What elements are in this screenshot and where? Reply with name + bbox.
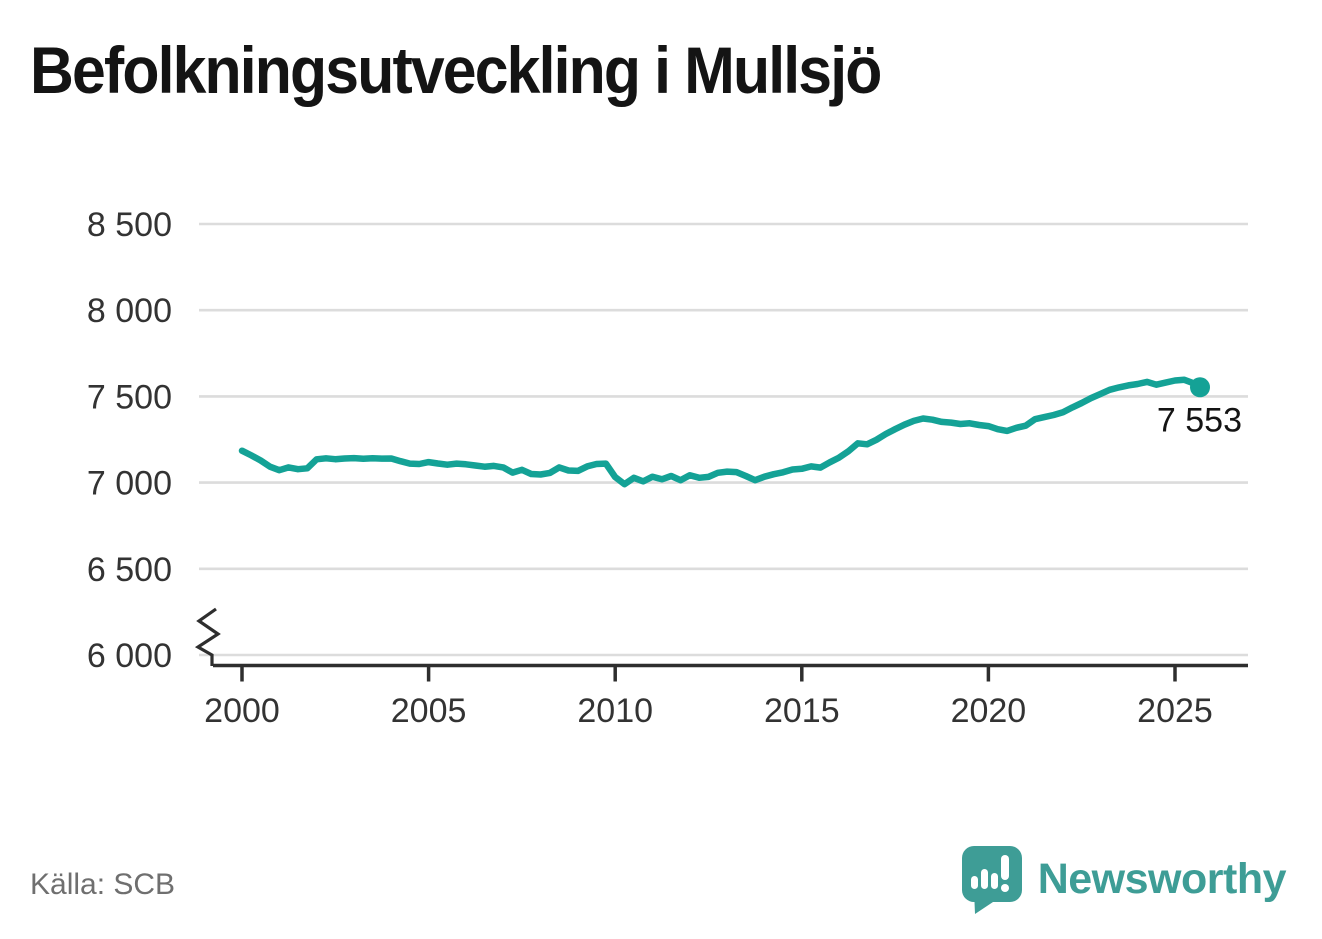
page-title: Befolkningsutveckling i Mullsjö xyxy=(30,33,882,107)
axis-break-icon xyxy=(194,607,221,666)
y-tick-label: 7 500 xyxy=(87,378,172,416)
population-line xyxy=(238,376,1204,488)
y-tick-label: 8 000 xyxy=(87,292,172,330)
x-tick-label: 2010 xyxy=(577,692,653,730)
x-tick-label: 2005 xyxy=(391,692,467,730)
bar-2 xyxy=(980,869,988,889)
newsworthy-wordmark: Newsworthy xyxy=(1037,854,1287,903)
y-tick-label: 6 000 xyxy=(87,637,172,675)
end-value-label: 7 553 xyxy=(1157,401,1242,439)
y-tick-label: 8 500 xyxy=(87,206,172,244)
newsworthy-logo-icon xyxy=(961,846,1022,914)
exclamation-bar xyxy=(1000,855,1009,880)
y-tick-label: 6 500 xyxy=(87,551,172,589)
bar-3 xyxy=(990,873,998,889)
x-tick-label: 2020 xyxy=(951,692,1027,730)
x-tick-label: 2015 xyxy=(764,692,840,730)
exclamation-dot xyxy=(1000,884,1009,892)
x-tick-label: 2025 xyxy=(1137,692,1213,730)
source-label: Källa: SCB xyxy=(30,868,176,901)
newsworthy-branding: Newsworthy xyxy=(960,844,1287,914)
end-point-dot xyxy=(1190,377,1211,398)
bar-1 xyxy=(970,876,978,889)
x-tick-label: 2000 xyxy=(204,692,280,730)
y-tick-label: 7 000 xyxy=(87,465,172,503)
